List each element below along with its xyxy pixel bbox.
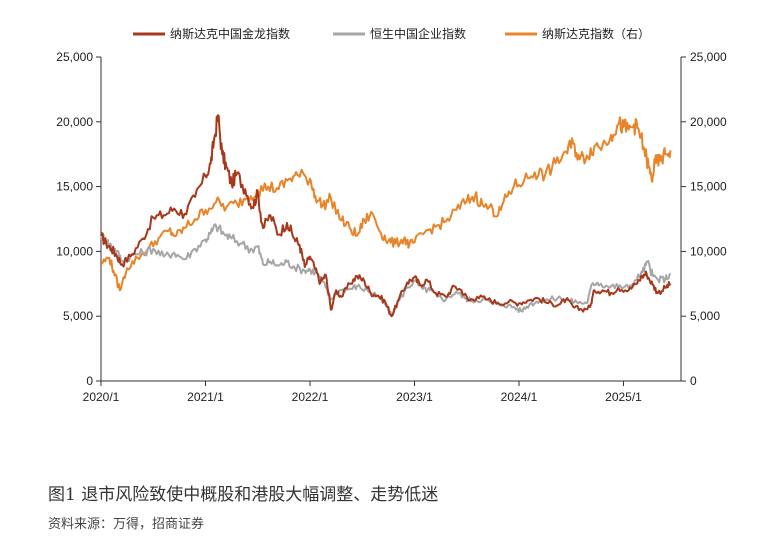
x-tick-label: 2025/1 [605, 390, 642, 404]
y-left-tick-label: 0 [86, 374, 93, 388]
y-left-tick-label: 15,000 [56, 180, 93, 194]
legend: 纳斯达克中国金龙指数 恒生中国企业指数 纳斯达克指数（右） [133, 26, 650, 41]
y-left-tick-label: 25,000 [56, 50, 93, 64]
x-tick-label: 2020/1 [83, 390, 120, 404]
legend-label-2: 纳斯达克指数（右） [542, 26, 650, 41]
y-right-tick-label: 5,000 [690, 309, 720, 323]
x-tick-label: 2022/1 [292, 390, 329, 404]
y-right-tick-label: 25,000 [690, 50, 727, 64]
x-tick-label: 2024/1 [501, 390, 538, 404]
x-tick-label: 2021/1 [187, 390, 224, 404]
legend-label-1: 恒生中国企业指数 [370, 26, 466, 41]
series-layer [100, 114, 672, 318]
x-tick-label: 2023/1 [396, 390, 433, 404]
legend-label-0: 纳斯达克中国金龙指数 [170, 26, 290, 41]
y-left-tick-label: 10,000 [56, 244, 93, 258]
source-note: 资料来源：万得，招商证券 [48, 517, 205, 532]
y-left-tick-label: 5,000 [63, 309, 93, 323]
y-right-tick-label: 15,000 [690, 180, 727, 194]
y-left-tick-label: 20,000 [56, 115, 93, 129]
figure-caption: 图1 退市风险致使中概股和港股大幅调整、走势低迷 [48, 485, 439, 505]
axes: 0 5,000 10,000 15,000 20,000 25,000 0 5,000 10,0… [56, 50, 727, 404]
y-right-tick-label: 20,000 [690, 115, 727, 129]
series-line-0 [100, 114, 672, 318]
y-right-tick-label: 10,000 [690, 244, 727, 258]
line-chart: 纳斯达克中国金龙指数 恒生中国企业指数 纳斯达克指数（右） 0 5,000 10,000… [56, 26, 727, 404]
series-line-2 [100, 116, 672, 292]
y-right-tick-label: 0 [690, 374, 697, 388]
